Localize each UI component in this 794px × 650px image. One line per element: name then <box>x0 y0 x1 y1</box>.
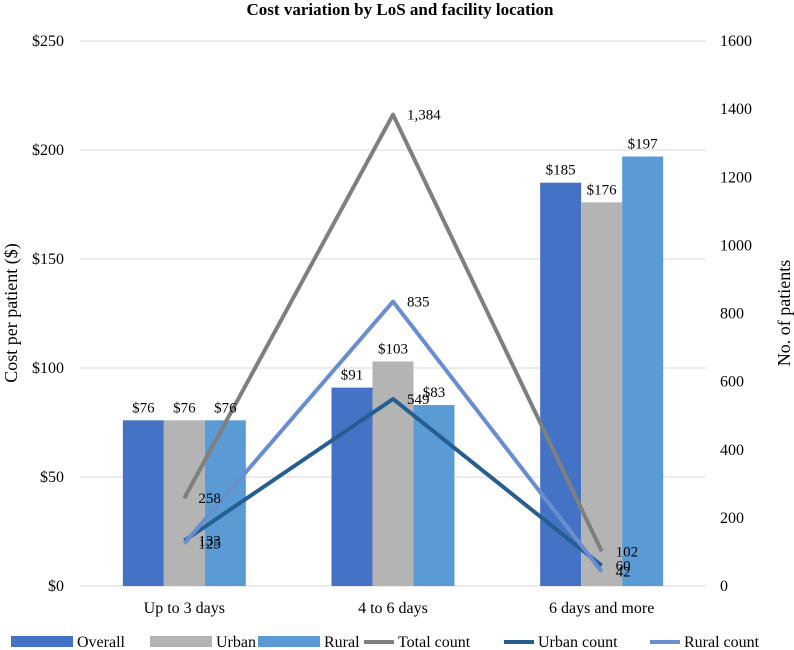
y2-tick-label: 1400 <box>720 101 752 118</box>
bar <box>540 182 582 586</box>
y2-tick-label: 600 <box>720 374 744 391</box>
legend-label: Rural <box>324 634 360 650</box>
x-tick-label: Up to 3 days <box>144 600 225 617</box>
legend-label: Overall <box>77 634 126 650</box>
bar <box>581 202 623 586</box>
data-labels: $76 $91 $185 $76 $103 $176 $76 $83 $197 258 1,384 1… <box>132 108 658 581</box>
y2-tick-label: 200 <box>720 510 744 527</box>
y2-tick-label: 800 <box>720 306 744 323</box>
line-data-label: 60 <box>616 559 631 575</box>
bar-data-label: $76 <box>132 400 155 416</box>
bar-data-label: $76 <box>173 400 196 416</box>
series-line <box>183 396 603 568</box>
line-data-label: 549 <box>407 392 430 408</box>
bar <box>331 387 373 586</box>
y-tick-label: $250 <box>32 33 64 50</box>
bar <box>122 420 164 586</box>
bar-data-label: $103 <box>378 341 408 357</box>
y-tick-label: $100 <box>32 360 64 377</box>
bar-data-label: $176 <box>587 182 618 198</box>
legend-label: Total count <box>398 634 471 650</box>
legend-label: Urban count <box>538 634 618 650</box>
bar <box>163 420 205 586</box>
line-data-label: 42 <box>616 565 631 581</box>
series-line <box>182 112 604 553</box>
legend-label: Urban <box>216 634 256 650</box>
y-tick-label: $50 <box>40 469 64 486</box>
series-line <box>182 299 604 573</box>
legend-label: Rural count <box>684 634 760 650</box>
line-data-label: 102 <box>616 544 639 560</box>
y2-tick-label: 400 <box>720 442 744 459</box>
y2-tick-label: 0 <box>720 578 728 595</box>
bar-data-label: $76 <box>214 400 237 416</box>
y2-tick-label: 1000 <box>720 237 752 254</box>
y-axis-title: Cost per patient ($) <box>1 243 22 382</box>
bar-data-label: $91 <box>341 368 364 384</box>
x-tick-label: 6 days and more <box>549 600 654 617</box>
axis-ticks: $0 $50 $100 $150 $200 $250 0 200 400 600 800 1000 12… <box>32 33 752 617</box>
y2-tick-label: 1600 <box>720 33 752 50</box>
line-data-label: 125 <box>198 536 221 552</box>
line-data-label: 1,384 <box>407 108 441 124</box>
y-tick-label: $200 <box>32 142 64 159</box>
bar-data-label: $83 <box>423 385 446 401</box>
bar <box>413 405 455 586</box>
line-data-label: 133 <box>198 534 221 550</box>
legend: Overall Urban Rural Total count Urban count R… <box>11 634 760 650</box>
legend-swatch <box>11 636 73 647</box>
legend-swatch <box>150 636 212 647</box>
lines <box>182 112 604 573</box>
y-tick-label: $150 <box>32 251 64 268</box>
legend-swatch <box>258 636 320 647</box>
bar-data-label: $185 <box>546 163 576 179</box>
y-tick-label: $0 <box>48 578 64 595</box>
x-tick-label: 4 to 6 days <box>358 600 428 617</box>
y2-tick-label: 1200 <box>720 169 752 186</box>
y2-axis-title: No. of patients <box>774 260 794 366</box>
bar-data-label: $197 <box>628 137 659 153</box>
line-data-label: 835 <box>407 295 430 311</box>
chart-title: Cost variation by LoS and facility locat… <box>247 0 555 19</box>
bar <box>622 156 664 587</box>
line-data-label: 258 <box>198 491 221 507</box>
